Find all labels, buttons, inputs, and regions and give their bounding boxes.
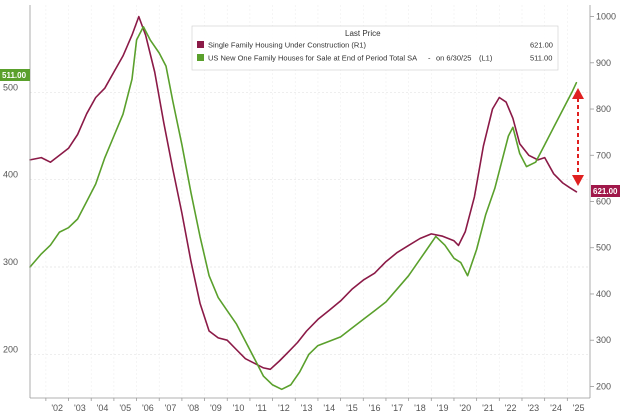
legend-value-construction: 621.00 <box>530 41 553 50</box>
badge-for-sale-text: 511.00 <box>2 71 27 80</box>
badge-construction-text: 621.00 <box>593 187 618 196</box>
badge-for-sale: 511.00 <box>0 69 30 81</box>
legend-label-construction: Single Family Housing Under Construction… <box>208 41 366 50</box>
legend-label-for-sale: US New One Family Houses for Sale at End… <box>208 54 417 63</box>
plot-background <box>30 5 590 398</box>
series-layer <box>29 15 578 391</box>
left-tick-label-300: 300 <box>3 257 18 267</box>
x-tick-label-2014: '14 <box>323 403 335 413</box>
right-tick-label-1000: 1000 <box>596 12 616 22</box>
x-tick-label-2018: '18 <box>414 403 426 413</box>
x-tick-label-2003: '03 <box>74 403 86 413</box>
right-tick-label-600: 600 <box>596 197 611 207</box>
legend-box <box>191 25 559 71</box>
x-tick-label-2010: '10 <box>233 403 245 413</box>
x-tick-label-2025: '25 <box>573 403 585 413</box>
x-axis-ticks: '02 '03 '04 '05 '06 '07 '08 '09 '10 '11 '12 '13 '14 '… <box>45 398 585 413</box>
x-tick-label-2023: '23 <box>527 403 539 413</box>
series-line-for-sale <box>29 25 578 391</box>
x-tick-label-2006: '06 <box>142 403 154 413</box>
legend-axis-note-for-sale: (L1) <box>479 54 493 63</box>
x-tick-label-2005: '05 <box>119 403 131 413</box>
x-tick-label-2021: '21 <box>482 403 494 413</box>
gap-arrow-head-down <box>572 175 584 186</box>
x-tick-label-2007: '07 <box>165 403 177 413</box>
gap-arrow <box>572 88 584 186</box>
right-tick-label-500: 500 <box>596 243 611 253</box>
right-tick-label-300: 300 <box>596 335 611 345</box>
left-tick-label-500: 500 <box>3 82 18 92</box>
x-tick-label-2004: '04 <box>97 403 109 413</box>
legend-swatch-construction <box>197 41 204 48</box>
legend: Last Price Single Family Housing Under C… <box>191 25 559 71</box>
gap-arrow-head-up <box>572 88 584 99</box>
badge-for-sale-box <box>0 69 30 81</box>
x-tick-label-2020: '20 <box>459 403 471 413</box>
x-tick-label-2016: '16 <box>369 403 381 413</box>
right-tick-label-200: 200 <box>596 381 611 391</box>
x-tick-label-2015: '15 <box>346 403 358 413</box>
x-tick-label-2009: '09 <box>210 403 222 413</box>
badge-construction-box <box>591 185 620 197</box>
left-axis-ticks: 200 300 400 500 <box>3 82 18 354</box>
x-tick-label-2022: '22 <box>505 403 517 413</box>
right-tick-label-400: 400 <box>596 289 611 299</box>
legend-value-for-sale: 511.00 <box>530 54 552 63</box>
x-tick-label-2002: '02 <box>51 403 63 413</box>
right-tick-label-900: 900 <box>596 58 611 68</box>
legend-header: Last Price <box>345 29 381 38</box>
x-tick-label-2011: '11 <box>256 403 267 413</box>
x-tick-label-2019: '19 <box>437 403 449 413</box>
x-tick-label-2017: '17 <box>391 403 403 413</box>
legend-dash-for-sale: - <box>428 54 431 63</box>
right-tick-label-800: 800 <box>596 104 611 114</box>
right-tick-label-700: 700 <box>596 150 611 160</box>
x-tick-label-2012: '12 <box>278 403 290 413</box>
right-axis-ticks: 200 300 400 500 600 700 800 900 1000 <box>590 12 616 391</box>
grid-lines <box>30 5 590 398</box>
badge-construction: 621.00 <box>591 185 620 197</box>
left-tick-label-400: 400 <box>3 170 18 180</box>
legend-swatch-for-sale <box>197 54 204 61</box>
x-tick-label-2013: '13 <box>301 403 313 413</box>
x-tick-label-2008: '08 <box>187 403 199 413</box>
left-tick-label-200: 200 <box>3 344 18 354</box>
legend-date-for-sale: on 6/30/25 <box>436 54 471 63</box>
series-line-construction <box>29 15 578 371</box>
x-tick-label-2024: '24 <box>550 403 562 413</box>
